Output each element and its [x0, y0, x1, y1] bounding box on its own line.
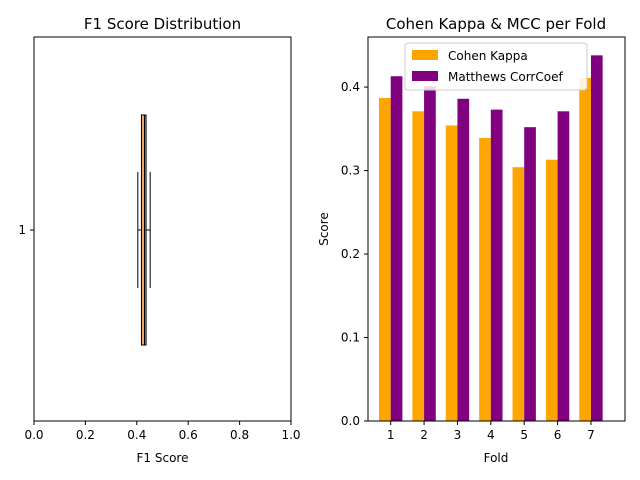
x-tick-label: 2 — [420, 428, 428, 442]
x-tick-label: 0.8 — [230, 428, 249, 442]
bar-cohen-kappa-fold-6 — [545, 159, 558, 421]
bar-y-axis-label: Score — [317, 212, 331, 246]
box-iqr — [140, 114, 147, 346]
x-tick-label: 0.6 — [179, 428, 198, 442]
x-tick-label: 6 — [554, 428, 562, 442]
boxplot-elements — [137, 114, 151, 346]
bar-x-ticks: 1 2 3 4 5 6 7 — [387, 421, 595, 442]
boxplot-x-axis-label: F1 Score — [137, 451, 189, 465]
y-tick-label: 1 — [18, 223, 26, 237]
bar-series — [379, 55, 603, 422]
x-tick-label: 0.0 — [24, 428, 43, 442]
x-tick-label: 7 — [587, 428, 595, 442]
x-tick-label: 3 — [454, 428, 462, 442]
bar-matthews-corrcoef-fold-5 — [524, 127, 536, 421]
bar-cohen-kappa-fold-1 — [379, 97, 391, 421]
legend-swatch-cohen-kappa — [412, 50, 438, 60]
x-tick-label: 1 — [387, 428, 395, 442]
y-tick-label: 0.3 — [341, 164, 360, 178]
legend: Cohen Kappa Matthews CorrCoef — [404, 42, 588, 91]
bar-matthews-corrcoef-fold-7 — [590, 55, 603, 421]
bar-matthews-corrcoef-fold-1 — [390, 76, 403, 422]
x-tick-label: 0.4 — [127, 428, 146, 442]
legend-frame — [404, 42, 588, 91]
legend-swatch-matthews-corrcoef — [412, 71, 438, 81]
boxplot-panel: F1 Score Distribution 0.0 0.2 0.4 0.6 0.8 1.0… — [18, 15, 300, 465]
legend-label-matthews-corrcoef: Matthews CorrCoef — [448, 70, 563, 84]
bar-matthews-corrcoef-fold-2 — [424, 86, 436, 422]
x-tick-label: 4 — [487, 428, 495, 442]
boxplot-axes-frame — [33, 36, 292, 422]
bar-cohen-kappa-fold-2 — [412, 111, 425, 421]
boxplot-y-ticks: 1 — [18, 223, 34, 237]
bar-cohen-kappa-fold-5 — [512, 167, 525, 421]
bar-matthews-corrcoef-fold-3 — [457, 98, 470, 421]
bar-axes-frame — [367, 36, 626, 422]
y-tick-label: 0.1 — [341, 331, 360, 345]
legend-label-cohen-kappa: Cohen Kappa — [448, 49, 528, 63]
bar-cohen-kappa-fold-7 — [579, 77, 591, 421]
y-tick-label: 0.4 — [341, 80, 360, 94]
bar-chart-title: Cohen Kappa & MCC per Fold — [386, 15, 606, 33]
bar-x-axis-label: Fold — [484, 451, 509, 465]
y-tick-label: 0.2 — [341, 247, 360, 261]
boxplot-x-ticks: 0.0 0.2 0.4 0.6 0.8 1.0 — [24, 421, 301, 442]
bar-matthews-corrcoef-fold-4 — [490, 109, 503, 421]
bar-cohen-kappa-fold-3 — [445, 125, 458, 422]
x-tick-label: 5 — [520, 428, 528, 442]
bar-matthews-corrcoef-fold-6 — [557, 111, 570, 421]
boxplot-title: F1 Score Distribution — [84, 15, 241, 33]
bar-cohen-kappa-fold-4 — [479, 138, 491, 421]
bar-y-ticks: 0.0 0.1 0.2 0.3 0.4 — [341, 80, 368, 428]
y-tick-label: 0.0 — [341, 414, 360, 428]
x-tick-label: 1.0 — [281, 428, 300, 442]
x-tick-label: 0.2 — [76, 428, 95, 442]
